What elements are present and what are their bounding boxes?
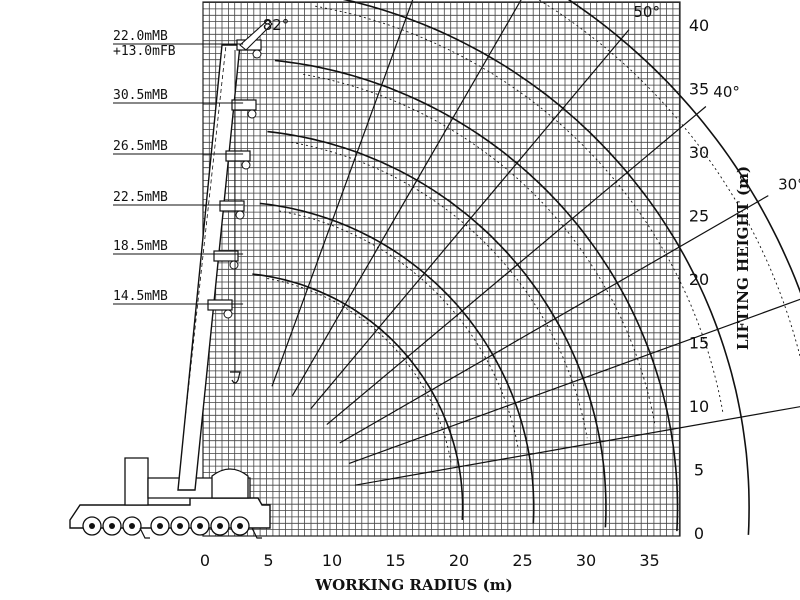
boom-length-label: 14.5mMB <box>113 289 168 304</box>
boom-head <box>225 150 251 162</box>
boom-head <box>207 299 233 311</box>
boom-length-label: 26.5mMB <box>113 139 168 154</box>
boom-length-label-secondary: +13.0mFB <box>113 44 176 59</box>
boom-curve <box>567 0 800 294</box>
boom-curve <box>342 0 750 535</box>
angle-line <box>291 0 522 397</box>
x-tick-label: 15 <box>385 551 405 570</box>
x-tick-label: 30 <box>576 551 596 570</box>
angle-label: 30° <box>778 175 800 193</box>
boom-curve-dashed <box>315 5 724 415</box>
x-tick-label: 0 <box>200 551 210 570</box>
wheel-hub <box>237 523 243 529</box>
angle-line <box>339 195 769 444</box>
y-tick-label: 20 <box>689 270 709 289</box>
boom-curve-dashed <box>267 278 452 463</box>
y-tick-label: 10 <box>689 397 709 416</box>
boom-length-label: 30.5mMB <box>113 88 168 103</box>
y-tick-label: 15 <box>689 334 709 353</box>
fly-jib <box>239 19 273 51</box>
cab <box>124 457 149 506</box>
boom-head <box>219 200 245 212</box>
boom-curve <box>252 273 464 520</box>
wheel-hub <box>177 523 183 529</box>
hook-block <box>252 49 262 59</box>
hook-block <box>247 109 257 119</box>
angle-line <box>348 298 800 464</box>
boom-curve-dashed <box>303 73 656 427</box>
x-axis-label: WORKING RADIUS (m) <box>314 576 513 594</box>
angle-label: 40° <box>713 83 740 101</box>
boom-curve-dashed <box>279 210 519 451</box>
boom-curves <box>252 0 800 535</box>
y-tick-label: 35 <box>689 80 709 99</box>
boom-curve-dashed <box>538 0 800 358</box>
crane-illustration <box>69 19 273 539</box>
boom-curve <box>259 202 535 524</box>
y-tick-label: 25 <box>689 207 709 226</box>
y-tick-label: 5 <box>694 461 704 480</box>
angle-line <box>271 0 414 387</box>
angle-label: 82° <box>263 16 290 34</box>
boom-length-label: 22.5mMB <box>113 190 168 205</box>
wheel-hub <box>129 523 135 529</box>
y-axis-label: LIFTING HEIGHT (m) <box>734 166 752 350</box>
wheel-hub <box>109 523 115 529</box>
outrigger <box>251 527 262 539</box>
x-tick-label: 35 <box>639 551 659 570</box>
wheel-hub <box>157 523 163 529</box>
boom-length-label: 22.0mMB <box>113 29 168 44</box>
boom-length-label: 18.5mMB <box>113 239 168 254</box>
angle-lines: 82°70°60°50°40°30°20°10°0° <box>263 0 800 486</box>
hook-block <box>235 210 245 220</box>
hook-block <box>241 160 251 170</box>
wheel-hub <box>217 523 223 529</box>
x-tick-label: 20 <box>449 551 469 570</box>
y-tick-label: 40 <box>689 16 709 35</box>
boom-curve <box>267 130 607 528</box>
hook <box>230 371 241 384</box>
counterweight <box>211 468 249 499</box>
angle-line <box>354 406 800 486</box>
angle-line <box>310 29 630 410</box>
hook-block <box>223 309 233 319</box>
x-tick-label: 5 <box>263 551 273 570</box>
boom-head <box>231 99 257 111</box>
boom-length-labels: 22.0mMB+13.0mFB 30.5mMB 26.5mMB 22.5mMB 18.5… <box>113 29 244 305</box>
outrigger <box>139 527 150 539</box>
boom-curve-dashed <box>291 141 588 439</box>
angle-label: 50° <box>633 3 660 21</box>
boom-curve <box>274 59 679 532</box>
boom-head <box>213 250 239 262</box>
wheel-hub <box>197 523 203 529</box>
tick-labels: 0 5 10 15 20 25 30 35 0 5 10 15 20 25 30 35 40 <box>200 16 709 570</box>
y-tick-label: 30 <box>689 143 709 162</box>
x-tick-label: 10 <box>322 551 342 570</box>
angle-line <box>326 106 707 426</box>
y-tick-label: 0 <box>694 524 704 543</box>
x-tick-label: 25 <box>512 551 532 570</box>
wheel-hub <box>89 523 95 529</box>
grid <box>202 1 681 537</box>
hook-block <box>229 260 239 270</box>
